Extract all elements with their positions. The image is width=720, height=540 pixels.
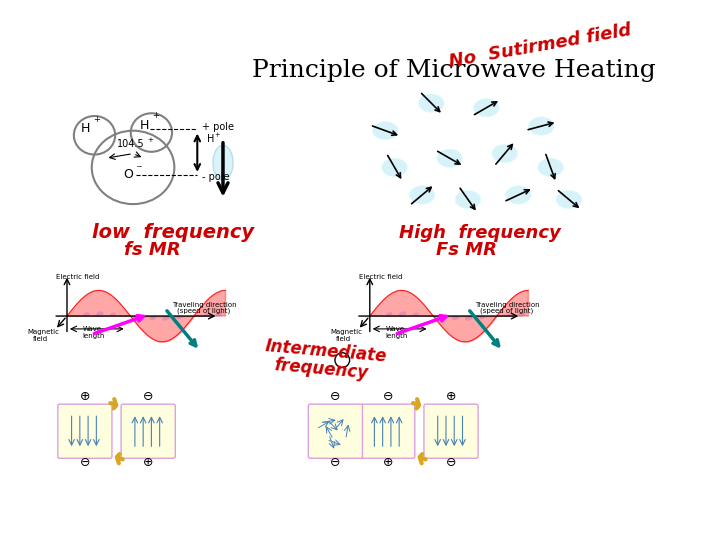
Ellipse shape bbox=[528, 117, 554, 136]
Ellipse shape bbox=[518, 312, 526, 317]
Ellipse shape bbox=[492, 145, 518, 163]
FancyBboxPatch shape bbox=[361, 404, 415, 458]
Ellipse shape bbox=[125, 315, 127, 316]
Text: fs MR: fs MR bbox=[124, 241, 181, 259]
Text: field: field bbox=[336, 336, 351, 342]
Ellipse shape bbox=[474, 99, 499, 117]
Text: - pole: - pole bbox=[202, 172, 230, 181]
Text: $\ominus$: $\ominus$ bbox=[382, 390, 393, 403]
Text: $\oplus$: $\oplus$ bbox=[382, 456, 393, 469]
Ellipse shape bbox=[83, 312, 89, 316]
Text: low  frequency: low frequency bbox=[91, 223, 254, 242]
Text: Intermediate: Intermediate bbox=[264, 338, 387, 366]
Ellipse shape bbox=[455, 190, 481, 208]
Ellipse shape bbox=[138, 316, 141, 318]
Text: field: field bbox=[33, 336, 48, 342]
Ellipse shape bbox=[428, 315, 430, 316]
Ellipse shape bbox=[382, 158, 408, 177]
Text: $\oplus$: $\oplus$ bbox=[142, 456, 153, 469]
Ellipse shape bbox=[437, 149, 462, 167]
Ellipse shape bbox=[96, 312, 104, 317]
Text: High  frequency: High frequency bbox=[399, 224, 561, 242]
Text: Magnetic: Magnetic bbox=[330, 329, 362, 335]
Text: Wave
length: Wave length bbox=[83, 326, 105, 339]
Text: $\ominus$: $\ominus$ bbox=[445, 456, 456, 469]
Ellipse shape bbox=[480, 315, 485, 319]
Text: H$^+$: H$^+$ bbox=[207, 131, 222, 145]
Text: H: H bbox=[81, 123, 90, 136]
Ellipse shape bbox=[538, 158, 564, 177]
Text: --: -- bbox=[137, 162, 143, 171]
Ellipse shape bbox=[452, 315, 459, 320]
Text: +: + bbox=[94, 114, 101, 124]
Ellipse shape bbox=[505, 186, 531, 204]
Text: O: O bbox=[124, 168, 133, 181]
Ellipse shape bbox=[374, 315, 377, 316]
Ellipse shape bbox=[398, 312, 406, 317]
Text: frequency: frequency bbox=[274, 356, 369, 382]
Text: Fs MR: Fs MR bbox=[436, 241, 497, 259]
Ellipse shape bbox=[386, 312, 392, 316]
FancyBboxPatch shape bbox=[121, 404, 175, 458]
Text: (speed of light): (speed of light) bbox=[480, 307, 534, 314]
Ellipse shape bbox=[556, 190, 582, 208]
Ellipse shape bbox=[176, 315, 182, 319]
Ellipse shape bbox=[110, 313, 116, 316]
Text: $\ominus$: $\ominus$ bbox=[78, 456, 90, 469]
Text: + pole: + pole bbox=[202, 122, 234, 132]
Text: $\oplus$: $\oplus$ bbox=[445, 390, 456, 403]
Text: +: + bbox=[153, 111, 159, 120]
FancyBboxPatch shape bbox=[424, 404, 478, 458]
Ellipse shape bbox=[204, 313, 208, 316]
Ellipse shape bbox=[149, 315, 156, 320]
Text: (speed of light): (speed of light) bbox=[177, 307, 230, 314]
Text: Magnetic: Magnetic bbox=[27, 329, 60, 335]
FancyBboxPatch shape bbox=[308, 404, 362, 458]
Text: $\oplus$: $\oplus$ bbox=[78, 390, 90, 403]
Ellipse shape bbox=[506, 313, 511, 316]
Ellipse shape bbox=[418, 94, 444, 112]
Text: $\ominus$: $\ominus$ bbox=[142, 390, 153, 403]
Text: No  Sutirmed field: No Sutirmed field bbox=[448, 21, 633, 70]
Ellipse shape bbox=[413, 313, 419, 316]
Ellipse shape bbox=[409, 186, 435, 204]
Text: $\ominus$: $\ominus$ bbox=[329, 456, 341, 469]
Text: 104.5: 104.5 bbox=[117, 139, 145, 149]
Ellipse shape bbox=[465, 315, 473, 321]
Text: Wave
length: Wave length bbox=[385, 326, 408, 339]
Text: Electric field: Electric field bbox=[56, 274, 99, 280]
Ellipse shape bbox=[441, 316, 444, 318]
Text: Traveling direction: Traveling direction bbox=[173, 302, 237, 308]
Ellipse shape bbox=[162, 315, 170, 321]
Text: $\ominus$: $\ominus$ bbox=[329, 390, 341, 403]
Ellipse shape bbox=[72, 315, 74, 316]
Ellipse shape bbox=[213, 145, 233, 180]
Text: Traveling direction: Traveling direction bbox=[475, 302, 540, 308]
Text: Electric field: Electric field bbox=[359, 274, 402, 280]
Ellipse shape bbox=[215, 312, 223, 317]
FancyBboxPatch shape bbox=[58, 404, 112, 458]
Text: H: H bbox=[140, 119, 149, 132]
Text: Principle of Microwave Heating: Principle of Microwave Heating bbox=[252, 59, 656, 82]
Circle shape bbox=[335, 353, 350, 367]
Ellipse shape bbox=[372, 122, 398, 140]
Text: +: + bbox=[148, 137, 153, 143]
